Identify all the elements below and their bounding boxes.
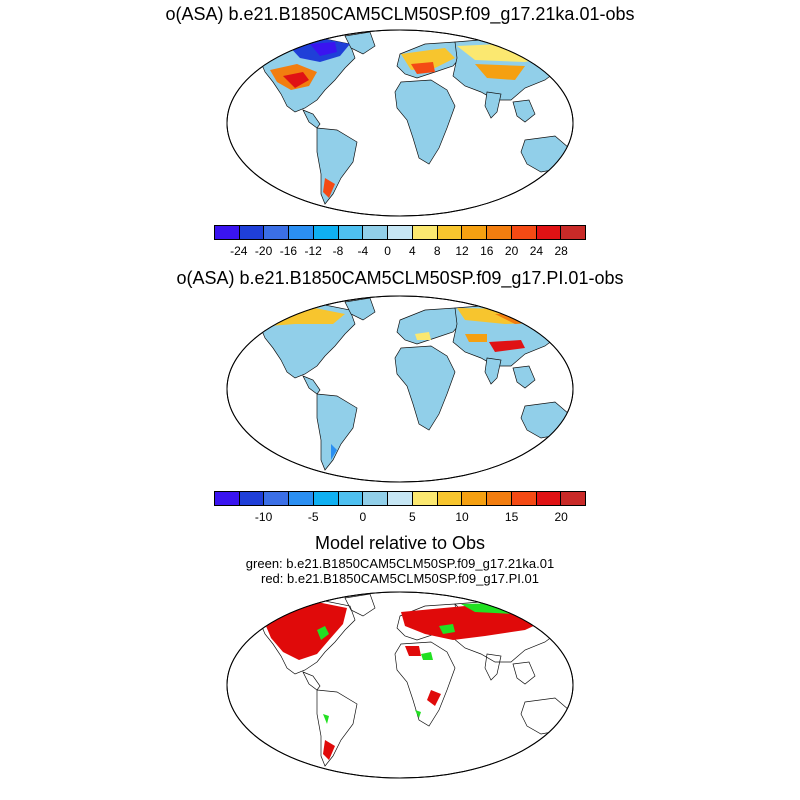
colorbar-swatch [388, 226, 413, 239]
india [484, 91, 502, 119]
panel-1-colorbar-boxes [214, 225, 586, 240]
colorbar-swatch [462, 226, 488, 239]
colorbar-tick-label: 0 [359, 510, 367, 524]
central-america [302, 109, 321, 129]
panel-1-anomalies [243, 38, 561, 198]
green-south-america [323, 714, 329, 724]
colorbar-swatch [313, 492, 339, 505]
colorbar-tick-label: -8 [332, 244, 344, 258]
colorbar-swatch [239, 226, 265, 239]
panel-2-map-svg [226, 295, 574, 483]
panel-2-title: o(ASA) b.e21.B1850CAM5CLM50SP.f09_g17.PI… [176, 268, 624, 288]
colorbar-swatch [264, 226, 290, 239]
se-asia [512, 365, 536, 389]
colorbar-swatch [239, 492, 265, 505]
colorbar-swatch [437, 226, 463, 239]
colorbar-tick-label: 20 [504, 244, 519, 258]
panel-1-map [225, 28, 575, 218]
colorbar-tick-label: 4 [409, 244, 416, 258]
colorbar-tick-label: 8 [433, 244, 441, 258]
colorbar-swatch [338, 226, 364, 239]
colorbar-swatch [561, 226, 586, 239]
colorbar-tick-label: -4 [357, 244, 369, 258]
colorbar-swatch [264, 492, 290, 505]
colorbar-tick-label: -12 [304, 244, 322, 258]
colorbar-tick-label: -20 [254, 244, 273, 258]
panel-2-map [225, 294, 575, 484]
colorbar-tick-label: 15 [504, 510, 519, 524]
colorbar-swatch [536, 226, 562, 239]
panel-2-colorbar-boxes [214, 491, 586, 506]
africa [394, 79, 456, 165]
colorbar-tick-label: -10 [254, 510, 273, 524]
panel-2-colorbar: -10 -5 0 5 10 15 20 [214, 491, 586, 527]
colorbar-swatch [462, 492, 488, 505]
panel-1-title: o(ASA) b.e21.B1850CAM5CLM50SP.f09_g17.21… [165, 4, 635, 24]
africa [394, 345, 456, 431]
colorbar-swatch [412, 492, 438, 505]
colorbar-tick-label: 20 [554, 510, 568, 524]
colorbar-swatch [289, 226, 314, 239]
colorbar-tick-label: -16 [279, 244, 298, 258]
panel-1-map-svg [226, 29, 574, 217]
panel-1-colorbar: -24 -20 -16 -12 -8 -4 0 4 8 12 16 20 24 28 [214, 225, 586, 261]
panel-3-title: Model relative to Obs [314, 533, 486, 553]
panel-3-legend-red: red: b.e21.B1850CAM5CLM50SP.f09_g17.PI.0… [260, 571, 539, 586]
se-asia [512, 99, 536, 123]
colorbar-swatch [289, 492, 314, 505]
colorbar-swatch [215, 226, 240, 239]
greenland [344, 31, 376, 55]
colorbar-tick-label: 5 [409, 510, 416, 524]
colorbar-swatch [511, 492, 537, 505]
greenland [344, 297, 376, 321]
red-south-america [323, 740, 335, 760]
colorbar-tick-label: 16 [480, 244, 494, 258]
colorbar-tick-label: 12 [455, 244, 469, 258]
colorbar-swatch [511, 226, 537, 239]
colorbar-swatch [487, 492, 512, 505]
south-america [316, 393, 358, 471]
colorbar-tick-label: -5 [307, 510, 319, 524]
colorbar-swatch [437, 492, 463, 505]
colorbar-swatch [487, 226, 512, 239]
colorbar-swatch [561, 492, 586, 505]
colorbar-swatch [215, 492, 240, 505]
colorbar-swatch [338, 492, 364, 505]
colorbar-tick-label: -24 [230, 244, 248, 258]
colorbar-swatch [536, 492, 562, 505]
panel-3-map [225, 590, 575, 780]
panel-3-map-svg [226, 591, 574, 779]
colorbar-swatch [363, 226, 389, 239]
colorbar-swatch [388, 492, 413, 505]
colorbar-tick-label: 0 [384, 244, 391, 258]
red-africa [405, 646, 441, 706]
colorbar-swatch [363, 492, 389, 505]
india [484, 357, 502, 385]
colorbar-tick-label: 28 [554, 244, 568, 258]
europe [396, 307, 466, 345]
central-america [302, 375, 321, 395]
colorbar-swatch [313, 226, 339, 239]
green-africa [415, 652, 433, 718]
colorbar-swatch [412, 226, 438, 239]
colorbar-tick-label: 10 [455, 510, 469, 524]
colorbar-tick-label: 24 [529, 244, 544, 258]
panel-3-legend-green: green: b.e21.B1850CAM5CLM50SP.f09_g17.21… [245, 556, 555, 571]
